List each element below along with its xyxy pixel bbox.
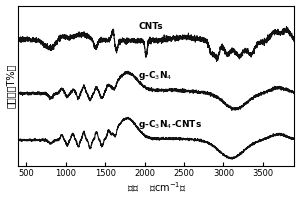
Text: CNTs: CNTs bbox=[138, 22, 163, 31]
X-axis label: 波数    （cm$^{-1}$）: 波数 （cm$^{-1}$） bbox=[127, 181, 186, 194]
Text: g-C$_3$N$_4$-CNTs: g-C$_3$N$_4$-CNTs bbox=[138, 118, 202, 131]
Y-axis label: 透过率（T%）: 透过率（T%） bbox=[6, 64, 16, 108]
Text: g-C$_3$N$_4$: g-C$_3$N$_4$ bbox=[138, 69, 172, 82]
